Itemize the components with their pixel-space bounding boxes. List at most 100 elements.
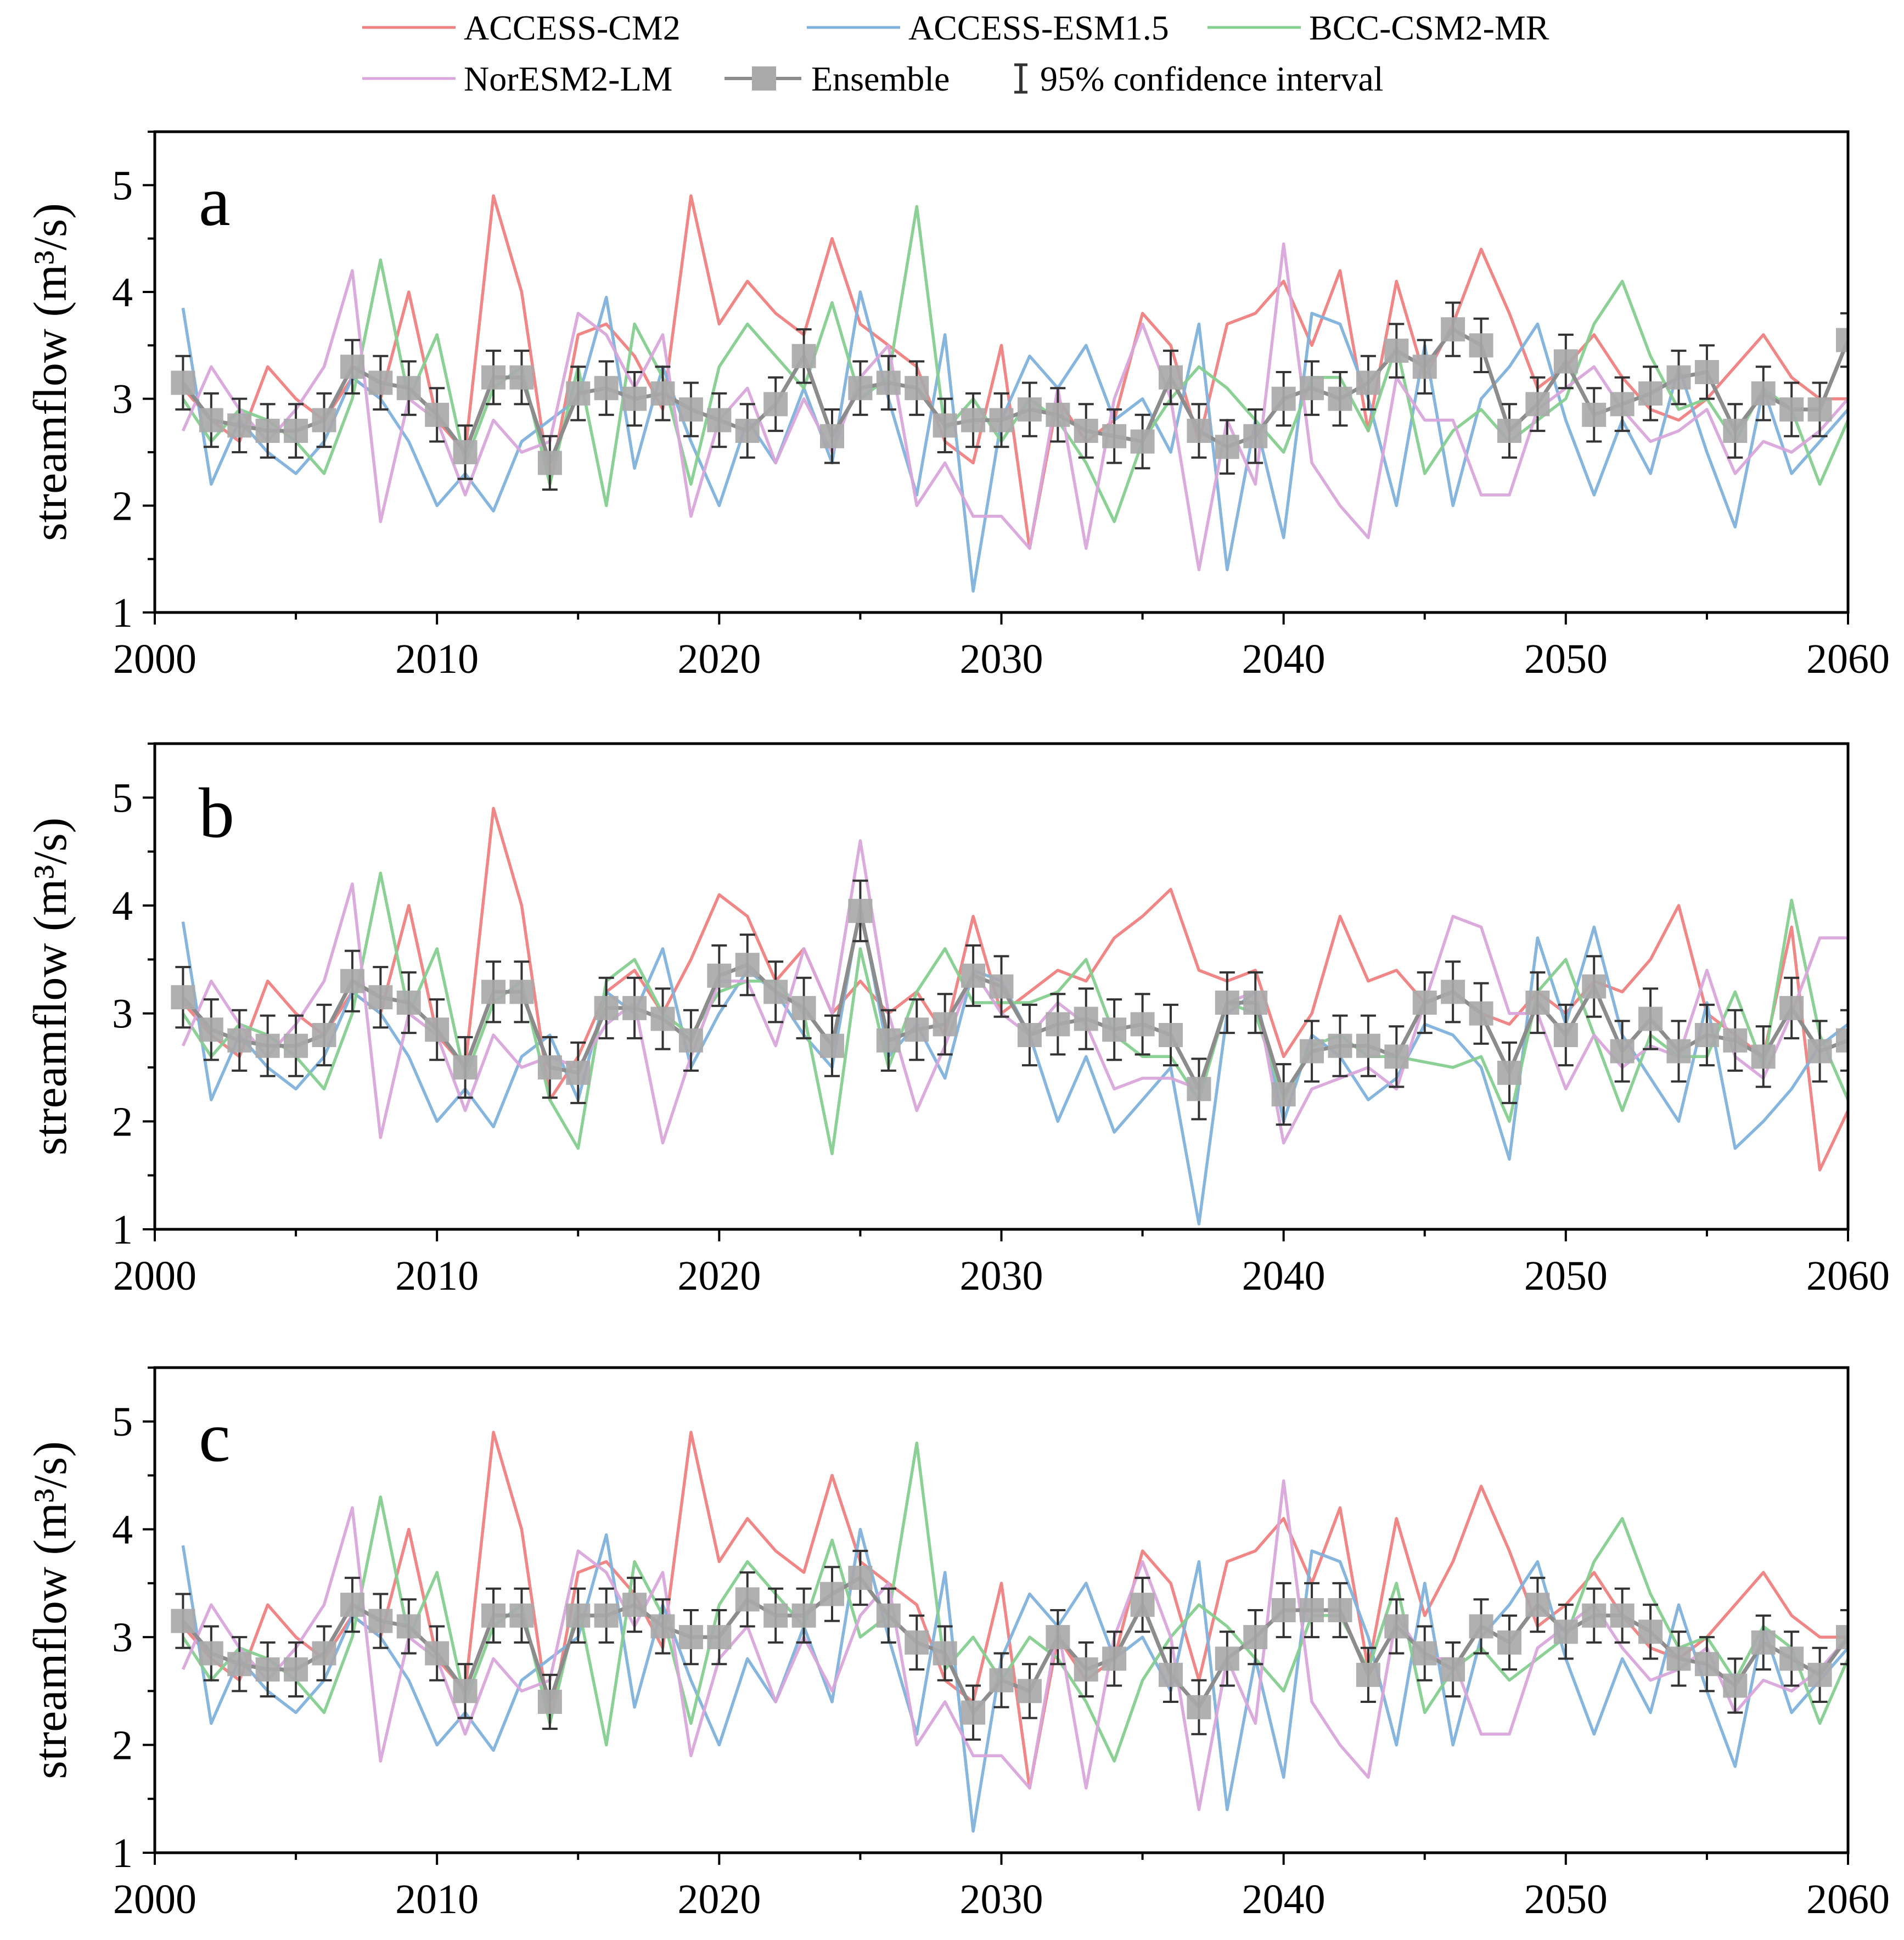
ensemble-marker <box>820 1033 844 1058</box>
x-tick-label: 2030 <box>960 1876 1043 1922</box>
ensemble-marker <box>425 1017 450 1042</box>
ensemble-marker <box>199 1641 223 1666</box>
ensemble-marker <box>905 1017 929 1042</box>
legend-item-ensemble: Ensemble <box>724 59 950 98</box>
x-axis: 2000 2010 2020 2030 2040 2050 2060 <box>113 1853 1890 1922</box>
ensemble-marker <box>396 376 421 401</box>
ensemble-marker <box>1215 435 1239 459</box>
ensemble-marker <box>1694 360 1719 384</box>
ensemble-marker <box>255 1033 280 1058</box>
series-line-bcc-csm2-mr <box>182 205 1848 524</box>
ensemble-marker <box>1751 381 1776 406</box>
y-tick-label: 3 <box>112 991 133 1037</box>
y-axis-title: streamflow (m³/s) <box>24 818 76 1156</box>
ensemble-marker <box>594 996 619 1020</box>
panel-label: b <box>199 774 234 853</box>
ensemble-marker <box>1525 1593 1550 1617</box>
ensemble-marker <box>1215 991 1239 1015</box>
panel-label: a <box>199 162 231 241</box>
ensemble-marker <box>368 1609 393 1633</box>
ensemble-marker <box>171 985 195 1010</box>
ensemble-marker <box>707 1625 732 1650</box>
x-tick-label: 2050 <box>1524 1876 1608 1922</box>
ensemble-marker <box>537 451 562 475</box>
errorbar <box>1840 1609 1848 1666</box>
ensemble-marker <box>1017 397 1042 422</box>
ensemble-marker <box>1412 991 1437 1015</box>
ensemble-marker <box>566 1603 591 1628</box>
ensemble-marker <box>537 1689 562 1714</box>
ensemble-marker <box>1159 1662 1183 1687</box>
ensemble-marker <box>1328 1033 1352 1058</box>
y-tick-label: 1 <box>112 590 133 636</box>
x-axis: 2000 2010 2020 2030 2040 2050 2060 <box>113 612 1890 682</box>
ensemble-marker <box>707 408 732 432</box>
ensemble-marker <box>1610 1603 1635 1628</box>
ensemble-marker <box>396 991 421 1015</box>
ensemble-marker <box>1836 1625 1848 1650</box>
ensemble-marker <box>650 1006 675 1031</box>
y-tick-label: 2 <box>112 1723 133 1769</box>
ensemble-marker <box>1525 392 1550 417</box>
ensemble-marker <box>905 1630 929 1655</box>
ensemble-marker <box>227 413 252 438</box>
ensemble-marker <box>509 1603 534 1628</box>
x-tick-label: 2020 <box>677 1253 761 1299</box>
x-tick-label: 2010 <box>395 1253 479 1299</box>
ensemble-marker <box>1356 1662 1380 1687</box>
ensemble-marker <box>227 1652 252 1677</box>
ensemble-marker <box>1356 370 1380 395</box>
legend-item-noresm2-lm: NorESM2-LM <box>362 59 672 98</box>
ensemble-marker <box>1582 974 1607 999</box>
ensemble-marker <box>1243 1625 1268 1650</box>
ensemble-marker <box>1102 1646 1127 1671</box>
ensemble-marker <box>453 1055 478 1079</box>
y-tick-label: 3 <box>112 376 133 423</box>
ensemble-marker <box>1046 1012 1070 1037</box>
legend-item-95-confidence-interval: 95% confidence interval <box>1014 59 1384 98</box>
ensemble-marker <box>199 1017 223 1042</box>
ensemble-marker <box>481 980 506 1004</box>
x-tick-label: 2040 <box>1242 1253 1326 1299</box>
ensemble-marker <box>1102 424 1127 448</box>
ensemble-marker <box>1807 1039 1832 1064</box>
ensemble-marker <box>312 1641 336 1666</box>
ensemble-marker <box>1074 1006 1098 1031</box>
ensemble-marker <box>255 1657 280 1682</box>
ensemble-marker <box>989 974 1014 999</box>
ensemble-marker <box>1723 1673 1748 1698</box>
ensemble-marker <box>1779 996 1804 1020</box>
ensemble-marker <box>650 381 675 406</box>
panel-label: c <box>199 1398 231 1477</box>
legend-item-bcc-csm2-mr: BCC-CSM2-MR <box>1207 8 1549 47</box>
ensemble-marker <box>312 1023 336 1047</box>
ensemble-marker <box>1751 1044 1776 1069</box>
ensemble-marker <box>594 376 619 401</box>
ensemble-marker <box>1836 1028 1848 1053</box>
ensemble-marker <box>791 996 816 1020</box>
ensemble-marker <box>199 408 223 432</box>
ensemble-marker <box>1525 991 1550 1015</box>
ensemble-marker <box>1441 1657 1465 1682</box>
ensemble-marker <box>566 381 591 406</box>
ensemble-marker <box>1187 1695 1211 1719</box>
ensemble-marker <box>820 1582 844 1606</box>
ensemble-marker <box>1046 1625 1070 1650</box>
y-tick-label: 5 <box>112 162 133 209</box>
ensemble-marker <box>989 1668 1014 1692</box>
ensemble-marker <box>1638 1006 1663 1031</box>
x-tick-label: 2020 <box>677 636 761 682</box>
x-tick-label: 2000 <box>113 1253 196 1299</box>
x-tick-label: 2060 <box>1806 1876 1890 1922</box>
ensemble-marker <box>1130 1012 1155 1037</box>
ensemble-marker <box>1187 1077 1211 1101</box>
ensemble-marker <box>255 419 280 443</box>
y-tick-label: 4 <box>112 883 133 929</box>
legend-swatch-ensemble-marker <box>752 66 776 91</box>
legend-label: 95% confidence interval <box>1040 59 1384 98</box>
ensemble-marker <box>425 1641 450 1666</box>
ensemble-marker <box>537 1055 562 1079</box>
ensemble-marker <box>1807 397 1832 422</box>
plot-area <box>171 807 1848 1225</box>
